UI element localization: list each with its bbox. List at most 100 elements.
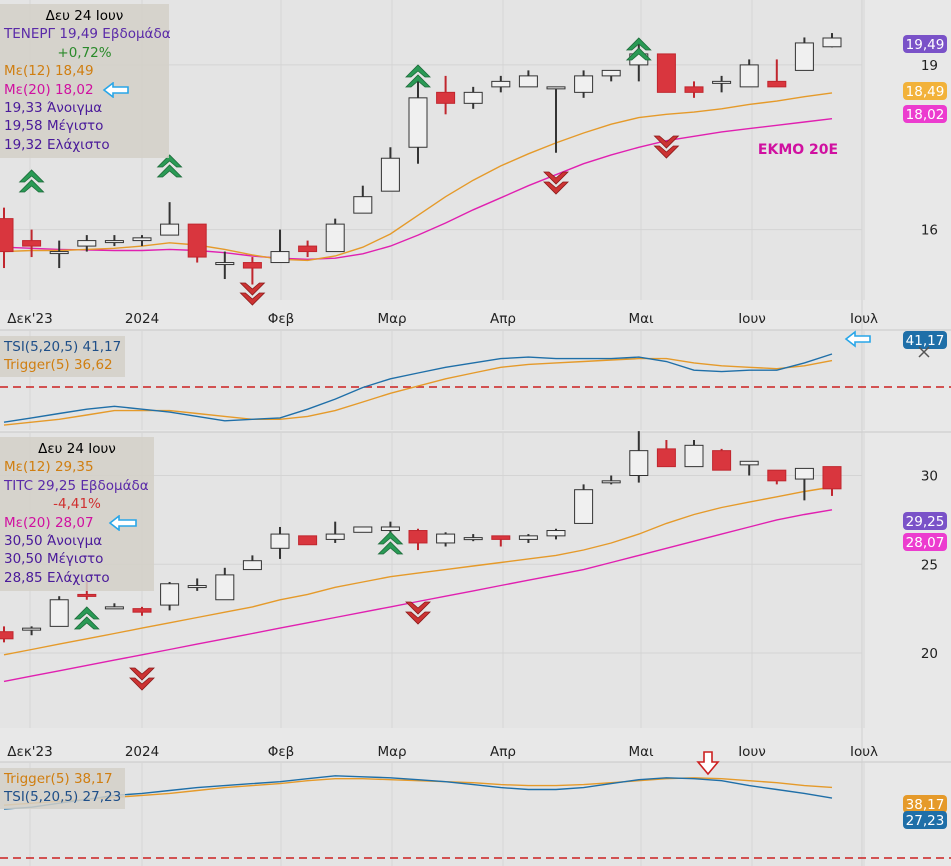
top-candle-body xyxy=(298,245,318,253)
top-osc-legend: TSI(5,20,5) 41,17 Trigger(5) 36,62 xyxy=(0,336,126,377)
bottom-tsi-label: TSI(5,20,5) 27,23 xyxy=(4,789,122,806)
bottom-ma20-line xyxy=(3,509,833,683)
close-icon xyxy=(918,346,930,358)
top-x-tick-label: 2024 xyxy=(125,311,159,327)
top-candle-body xyxy=(353,196,373,214)
top-buy-signal-icon xyxy=(156,154,183,178)
bottom-candle-body xyxy=(270,533,290,549)
top-candle-body xyxy=(215,262,235,266)
top-candle-body xyxy=(49,251,69,255)
top-tsi-label: TSI(5,20,5) 41,17 xyxy=(4,339,122,355)
top-sell-signal-icon xyxy=(239,282,266,306)
top-candle-body xyxy=(601,69,621,77)
svg-text:38,17: 38,17 xyxy=(906,797,945,813)
bottom-high-label: 30,50 Μέγιστο xyxy=(4,551,104,568)
top-candle-body xyxy=(491,80,511,88)
bottom-candle-body xyxy=(22,627,42,631)
top-candle-body xyxy=(160,223,180,236)
bottom-candle-body xyxy=(408,530,428,544)
bottom-trigger-label: Trigger(5) 38,17 xyxy=(4,771,113,787)
bottom-x-tick-label: 2024 xyxy=(125,744,159,760)
bottom-candle-body xyxy=(656,448,676,468)
top-candle-body xyxy=(794,42,814,71)
bottom-candle-body xyxy=(463,537,483,541)
top-date-label: Δευ 24 Ιουν xyxy=(45,8,124,24)
bottom-y-tick-label: 20 xyxy=(921,646,938,662)
svg-text:19,49: 19,49 xyxy=(906,37,945,53)
bottom-x-tick-label: Απρ xyxy=(490,744,516,760)
bottom-info-box: Δευ 24 Ιουν Με(12) 29,35 TITC 29,25 Εβδο… xyxy=(0,437,154,592)
top-candle-body xyxy=(242,262,262,269)
bottom-candle-body xyxy=(518,535,538,540)
bottom-candle-body xyxy=(187,585,207,589)
top-candle-body xyxy=(325,223,345,253)
panel-area-1 xyxy=(0,330,862,430)
top-x-tick-label: Μαρ xyxy=(377,311,406,327)
top-buy-signal-icon xyxy=(18,169,45,193)
bottom-candle-body xyxy=(353,526,373,533)
top-candle-body xyxy=(822,37,842,48)
bottom-ma12-label: Με(12) 29,35 xyxy=(4,459,94,476)
bottom-candle-body xyxy=(132,608,152,613)
bottom-y-tick-label: 30 xyxy=(921,469,938,485)
bottom-candle-body xyxy=(629,450,649,476)
bottom-symbol-label: TITC 29,25 Εβδομάδα xyxy=(4,477,149,494)
bottom-x-tick-label: Δεκ'23 xyxy=(7,744,52,760)
bottom-x-tick-label: Ιουν xyxy=(738,744,766,760)
bottom-candle-body xyxy=(380,526,400,532)
bottom-x-tick-label: Ιουλ xyxy=(850,744,878,760)
top-high-label: 19,58 Μέγιστο xyxy=(4,118,104,135)
top-candle-body xyxy=(22,240,42,247)
top-y-tick-label: 19 xyxy=(921,58,938,74)
bottom-candle-body xyxy=(49,599,69,627)
bottom-candle-body xyxy=(215,574,235,601)
bottom-ma20-pointer-icon xyxy=(108,514,137,531)
bottom-candle-body xyxy=(546,530,566,537)
bottom-candle-body xyxy=(298,535,318,546)
top-candle-body xyxy=(436,91,456,104)
bottom-osc-down-pointer-icon xyxy=(696,751,720,776)
top-ma12-label: Με(12) 18,49 xyxy=(4,63,94,80)
bottom-candle-body xyxy=(436,533,456,544)
top-candle-body xyxy=(187,223,207,258)
top-open-label: 19,33 Άνοιγμα xyxy=(4,100,103,117)
top-candle-body xyxy=(518,75,538,88)
bottom-price-badge: 29,25 xyxy=(903,512,947,530)
bottom-candle-body xyxy=(601,480,621,484)
top-low-label: 19,32 Ελάχιστο xyxy=(4,136,110,153)
top-info-box: Δευ 24 Ιουν ΤΕΝΕΡΓ 19,49 Εβδομάδα +0,72%… xyxy=(0,4,171,159)
top-candle-body xyxy=(0,218,14,253)
bottom-tsi-badge: 27,23 xyxy=(903,811,947,829)
bottom-candle-body xyxy=(822,466,842,490)
top-y-tick-label: 16 xyxy=(921,223,938,239)
svg-text:41,17: 41,17 xyxy=(906,333,945,349)
bottom-tsi-line xyxy=(3,775,833,810)
top-candle-body xyxy=(270,251,290,264)
top-symbol-label: ΤΕΝΕΡΓ 19,49 Εβδομάδα xyxy=(4,26,171,43)
top-x-tick-label: Μαι xyxy=(628,311,654,327)
bottom-trigger-line xyxy=(3,777,833,806)
top-candle-body xyxy=(546,86,566,90)
top-tsi-line xyxy=(3,353,833,423)
top-candle-body xyxy=(463,91,483,104)
bottom-sell-signal-icon xyxy=(405,601,431,625)
top-buy-signal-icon xyxy=(405,64,431,88)
bottom-x-tick-label: Φεβ xyxy=(268,744,295,760)
top-trigger-label: Trigger(5) 36,62 xyxy=(4,357,113,374)
top-ma20-badge: 18,02 xyxy=(903,105,947,123)
svg-text:27,23: 27,23 xyxy=(906,813,945,829)
top-candle-body xyxy=(712,80,732,84)
top-candle-body xyxy=(684,86,704,93)
top-ma20-pointer-icon xyxy=(102,81,129,98)
panel-area-3 xyxy=(0,762,862,866)
top-candle-body xyxy=(132,237,152,242)
top-x-tick-label: Δεκ'23 xyxy=(7,311,52,327)
bottom-low-label: 28,85 Ελάχιστο xyxy=(4,569,110,586)
top-annotation-label: ΕΚΜΟ 20Ε xyxy=(758,142,838,158)
top-ma20-line xyxy=(3,118,833,261)
bottom-y-tick-label: 25 xyxy=(921,557,938,573)
bottom-buy-signal-icon xyxy=(377,531,404,555)
top-candle-body xyxy=(77,240,97,247)
top-x-tick-label: Απρ xyxy=(490,311,516,327)
